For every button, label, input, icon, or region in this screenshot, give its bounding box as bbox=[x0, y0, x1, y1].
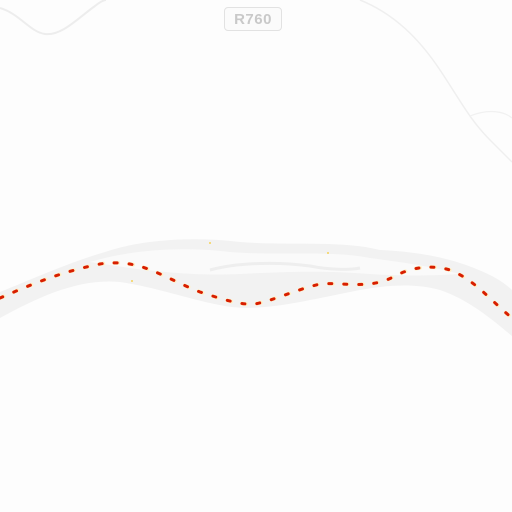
minor-road-east-branch bbox=[469, 110, 512, 119]
river-inner-channel bbox=[209, 261, 361, 272]
minor-road-east bbox=[359, 0, 512, 163]
road-label: R760 bbox=[234, 10, 272, 28]
dotted-route[interactable] bbox=[0, 261, 512, 320]
map-speck bbox=[209, 242, 211, 244]
map-speck bbox=[131, 280, 133, 282]
minor-road-west bbox=[0, 0, 107, 36]
map-speck bbox=[327, 252, 329, 254]
road-shield-r760[interactable]: R760 bbox=[224, 7, 282, 31]
